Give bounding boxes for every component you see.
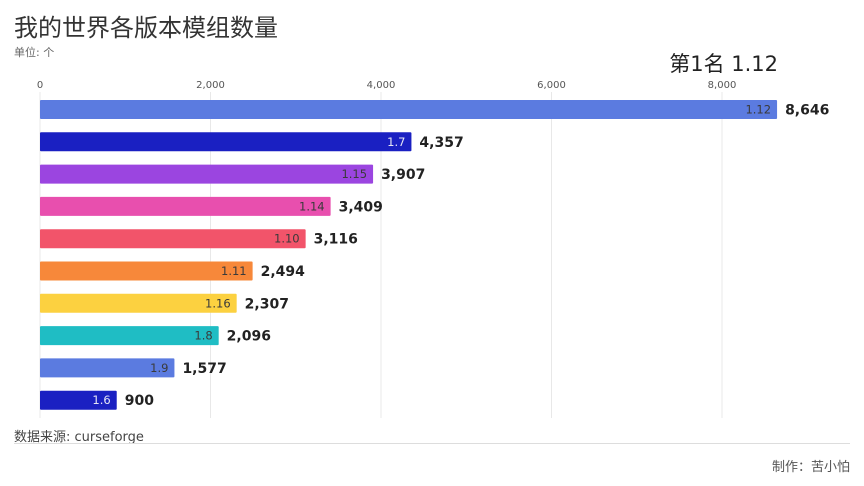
bar-value-label: 3,907 [381, 167, 425, 183]
x-tick-label: 8,000 [708, 80, 737, 91]
rank-leader-label: 第1名 1.12 [669, 52, 778, 76]
bar-category-label: 1.9 [150, 361, 168, 375]
bar [40, 164, 374, 184]
unit-label: 单位: 个 [14, 46, 55, 59]
bar-category-label: 1.6 [92, 393, 110, 407]
bar-category-label: 1.8 [194, 329, 212, 343]
footer-divider [14, 443, 850, 444]
bar-chart: 0 2,000 4,000 6,000 8,000 1.12 8,646 1.7 4,357 1.… [37, 80, 829, 418]
bar [40, 326, 219, 346]
bar-value-label: 900 [125, 393, 154, 409]
bar-category-label: 1.16 [205, 296, 231, 310]
x-tick-label: 0 [37, 80, 43, 91]
bar-value-label: 3,409 [339, 199, 383, 215]
bar [40, 132, 412, 152]
bar-value-label: 2,307 [245, 296, 289, 312]
bar-category-label: 1.15 [341, 167, 367, 181]
bar-category-label: 1.12 [745, 103, 771, 117]
x-tick-label: 2,000 [196, 80, 225, 91]
bar-value-label: 8,646 [785, 103, 829, 119]
page-title: 我的世界各版本模组数量 [14, 14, 278, 42]
bar [40, 196, 331, 216]
bar [40, 390, 117, 410]
bar-category-label: 1.14 [299, 199, 325, 213]
data-source: 数据来源: curseforge [14, 430, 144, 445]
bar-value-label: 4,357 [419, 135, 463, 151]
bar-category-label: 1.10 [274, 232, 300, 246]
x-tick-label: 4,000 [367, 80, 396, 91]
bar-value-label: 3,116 [314, 232, 358, 248]
bar [40, 229, 306, 249]
bar [40, 358, 175, 378]
bar-value-label: 1,577 [182, 361, 226, 377]
bar-category-label: 1.11 [221, 264, 247, 278]
bar-category-label: 1.7 [387, 135, 405, 149]
x-tick-label: 6,000 [537, 80, 566, 91]
bar [40, 293, 237, 313]
bar-value-label: 2,096 [227, 329, 271, 345]
bar [40, 100, 778, 119]
author-credit: 制作：苦小怕 [771, 460, 850, 475]
bar-value-label: 2,494 [261, 264, 306, 280]
bar [40, 261, 253, 281]
